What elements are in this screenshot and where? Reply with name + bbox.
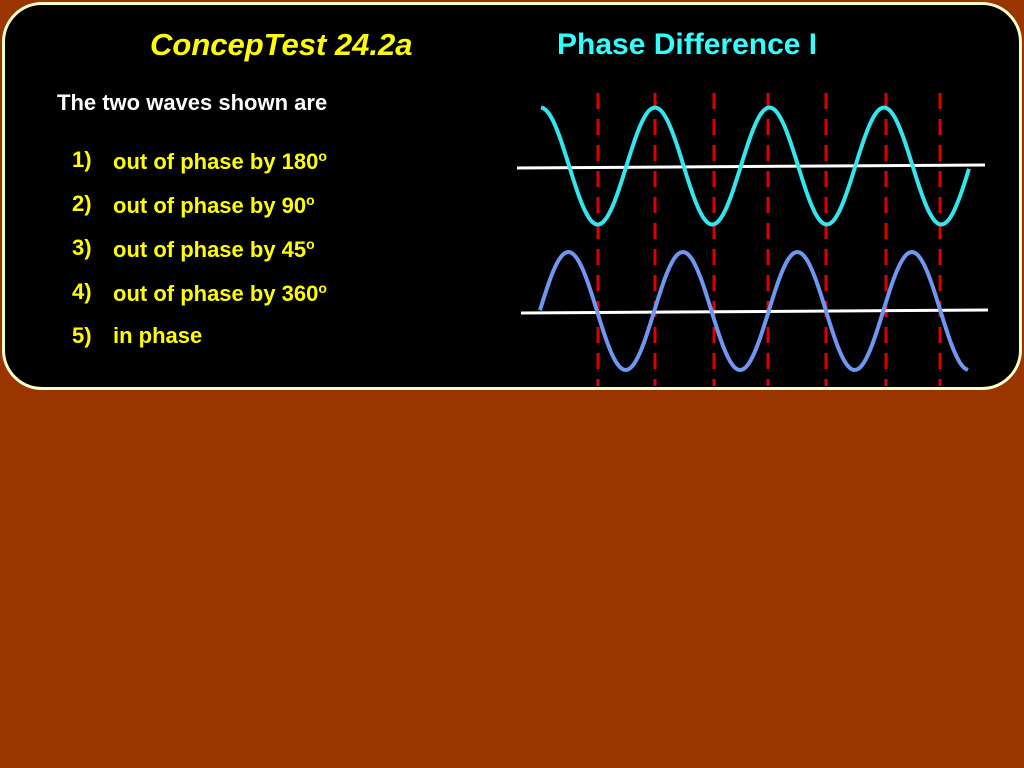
superscript: o	[318, 148, 327, 164]
axis-line	[516, 163, 986, 170]
wave-top	[540, 105, 971, 227]
subtitle: Phase Difference I	[557, 28, 818, 61]
option-text: out of phase by 45o	[113, 236, 315, 262]
superscript: o	[306, 236, 315, 252]
question: The two waves shown are	[57, 90, 328, 115]
title: ConcepTest 24.2a	[150, 27, 413, 62]
option-text: out of phase by 180o	[113, 148, 327, 174]
wave-diagram	[516, 93, 989, 386]
option-number: 3)	[72, 235, 92, 260]
wave-bottom	[538, 249, 969, 373]
option-number: 4)	[72, 279, 92, 304]
option-number: 1)	[72, 147, 92, 172]
option-text: out of phase by 90o	[113, 192, 315, 218]
superscript: o	[306, 192, 315, 208]
panel	[2, 2, 1022, 390]
superscript: o	[318, 280, 327, 296]
option-number: 5)	[72, 323, 92, 348]
option-text: in phase	[113, 323, 203, 348]
axis-line	[520, 308, 989, 315]
option-number: 2)	[72, 191, 92, 216]
option-text: out of phase by 360o	[113, 280, 327, 306]
